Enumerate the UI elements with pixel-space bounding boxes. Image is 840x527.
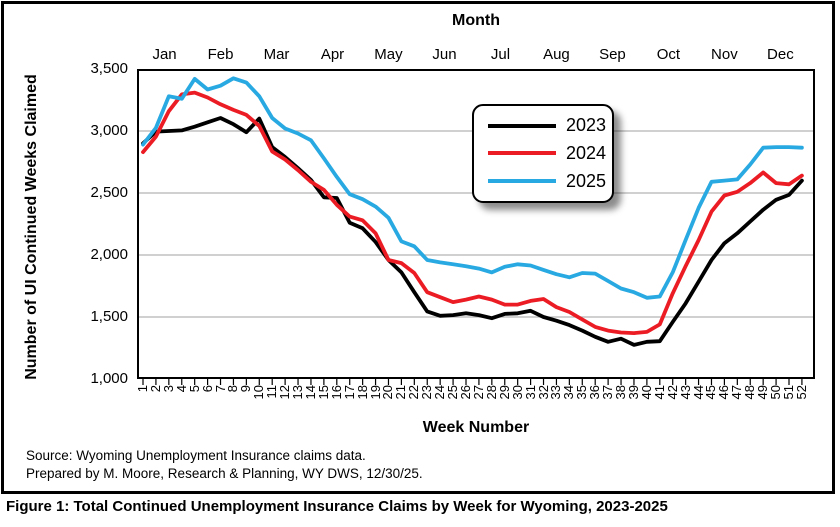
legend-item-2023: 2023 bbox=[488, 115, 612, 136]
y-tick-label: 3,000 bbox=[90, 122, 128, 139]
week-tick-label: 52 bbox=[793, 385, 809, 400]
month-label: Oct bbox=[656, 46, 681, 63]
month-label: Sep bbox=[599, 46, 626, 63]
month-label: Dec bbox=[767, 46, 794, 63]
y-axis-title: Number of UI Continued Weeks Claimed bbox=[23, 74, 40, 380]
y-tick-label: 2,000 bbox=[90, 246, 128, 263]
plot-area bbox=[137, 69, 815, 385]
legend-swatch-2025 bbox=[488, 179, 556, 184]
month-label: Jun bbox=[432, 46, 457, 63]
month-label: Jul bbox=[490, 46, 511, 63]
month-axis-title: Month bbox=[452, 12, 500, 29]
month-label: Feb bbox=[207, 46, 234, 63]
month-label: Apr bbox=[320, 46, 345, 63]
source-line-1: Source: Wyoming Unemployment Insurance c… bbox=[26, 448, 366, 463]
month-label: Aug bbox=[543, 46, 570, 63]
y-tick-label: 2,500 bbox=[90, 184, 128, 201]
week-axis-title: Week Number bbox=[422, 419, 530, 436]
month-label: Nov bbox=[711, 46, 738, 63]
y-tick-label: 1,500 bbox=[90, 308, 128, 325]
series-line-2025 bbox=[141, 76, 804, 300]
legend-item-2024: 2024 bbox=[488, 143, 612, 164]
legend-label: 2025 bbox=[566, 170, 607, 191]
month-label: Jan bbox=[152, 46, 177, 63]
y-tick-label: 3,500 bbox=[90, 60, 128, 77]
plot-border bbox=[137, 69, 815, 379]
y-tick-label: 1,000 bbox=[90, 370, 128, 387]
source-block: Source: Wyoming Unemployment Insurance c… bbox=[26, 447, 423, 482]
month-label: Mar bbox=[263, 46, 290, 63]
legend-label: 2023 bbox=[566, 115, 607, 136]
source-line-2: Prepared by M. Moore, Research & Plannin… bbox=[26, 465, 423, 481]
figure-caption: Figure 1: Total Continued Unemployment I… bbox=[6, 498, 668, 515]
legend-swatch-2024 bbox=[488, 151, 556, 156]
legend-swatch-2023 bbox=[488, 123, 556, 128]
month-label: May bbox=[374, 46, 403, 63]
legend: 2023 2024 2025 bbox=[472, 104, 614, 203]
series-line-2024 bbox=[141, 90, 804, 336]
series-line-2023 bbox=[141, 116, 804, 347]
legend-label: 2024 bbox=[566, 142, 607, 163]
legend-item-2025: 2025 bbox=[488, 171, 612, 192]
